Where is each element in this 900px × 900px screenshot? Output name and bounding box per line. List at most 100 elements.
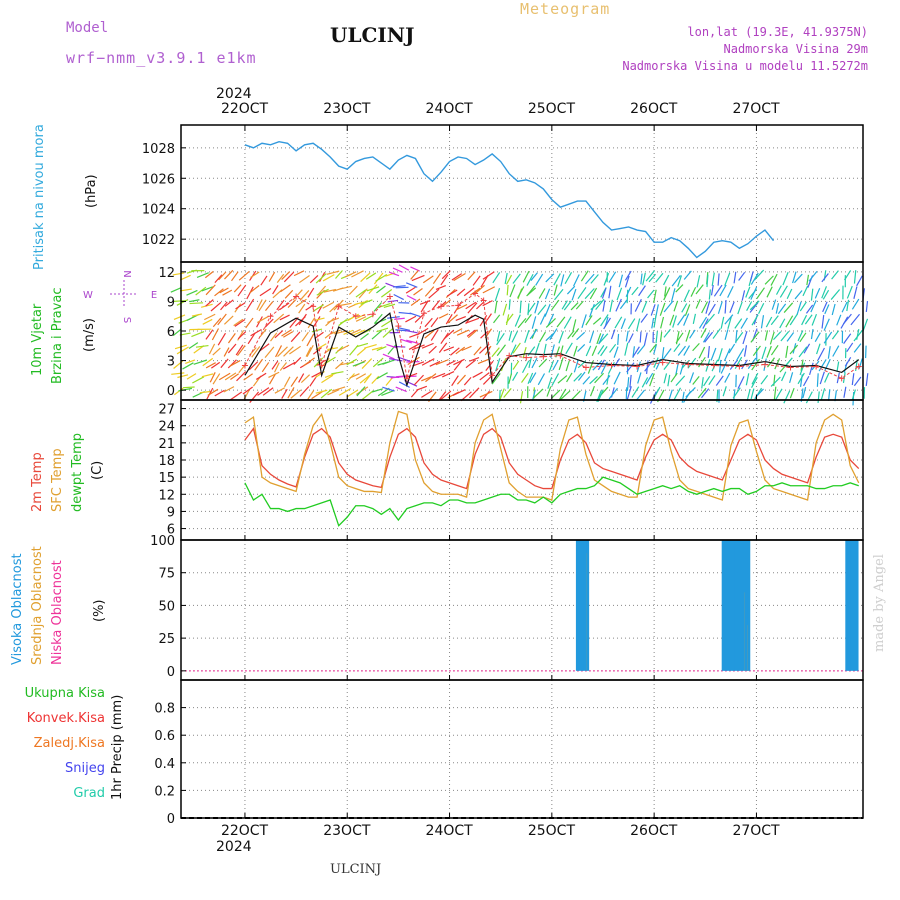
wind-barb-icon	[287, 387, 295, 399]
wind-barb-icon	[186, 373, 197, 380]
wind-barb-icon	[185, 359, 196, 364]
wind-barb-icon	[223, 347, 230, 357]
wind-barb-icon	[695, 284, 704, 295]
legend-snijeg: Snijeg	[65, 761, 105, 776]
wind-barb-icon	[224, 299, 234, 307]
meteogram-title: Meteogram	[520, 0, 611, 18]
wind-gust-marker	[395, 323, 402, 330]
wind-barb-icon	[783, 390, 791, 404]
wind-gust-marker	[455, 302, 462, 309]
wind-barb-icon	[565, 360, 570, 372]
wind-barb-icon	[351, 270, 364, 278]
wind-barb-icon	[503, 388, 512, 398]
wind-barb-icon	[589, 376, 598, 385]
wind-barb-icon	[824, 304, 830, 315]
wind-barb-icon	[573, 359, 579, 373]
y-tick-label: 21	[158, 437, 175, 452]
wind-barb-icon	[653, 289, 657, 303]
wind-barb-icon	[299, 274, 310, 284]
wind-gust-marker	[472, 290, 479, 297]
wind-barb-icon	[661, 347, 665, 360]
wind-barb-icon	[365, 272, 377, 280]
wind-barb-icon	[339, 285, 353, 290]
wind-barb-icon	[843, 386, 847, 398]
wind-barb-icon	[626, 386, 632, 400]
wind-barb-icon	[467, 302, 478, 314]
wind-barb-icon	[312, 304, 324, 313]
wind-barb-icon	[305, 347, 312, 357]
wind-barb-icon	[698, 356, 706, 368]
wind-barb-icon	[724, 272, 731, 286]
top-date-label: 22OCT	[220, 101, 269, 117]
wind-barb-icon	[521, 360, 530, 374]
wind-barb-icon	[692, 313, 697, 325]
wind-barb-icon	[461, 345, 472, 352]
wind-barb-icon	[573, 345, 578, 357]
panel-frame	[180, 679, 864, 819]
y-tick-label: 0	[167, 384, 175, 399]
wind-barb-icon	[522, 346, 527, 359]
wind-barb-icon	[249, 391, 260, 403]
wind-barb-icon	[684, 304, 691, 316]
wind-barb-icon	[803, 375, 810, 387]
wind-barb-icon	[827, 389, 831, 401]
wind-barb-icon	[424, 286, 435, 297]
wind-barb-icon	[188, 342, 199, 350]
wind-barb-icon	[472, 371, 483, 378]
wind-barb-icon	[692, 342, 700, 352]
wind-barb-icon	[559, 390, 571, 401]
wind-barb-icon	[640, 273, 643, 285]
wind-gust-marker	[710, 362, 717, 369]
wind-barb-icon	[606, 374, 610, 385]
cloud-high-bar	[742, 540, 746, 671]
wind-barb-icon	[793, 273, 803, 284]
wind-barb-icon	[237, 284, 247, 297]
wind-barb-icon	[493, 314, 501, 324]
wind-gust-marker	[540, 353, 547, 360]
wind-barb-icon	[505, 314, 510, 326]
wind-barb-icon	[565, 342, 573, 355]
wind-barb-icon	[295, 298, 307, 308]
wind-barb-icon	[770, 344, 779, 356]
wind-barb-icon	[663, 373, 668, 384]
wind-barb-icon	[637, 372, 642, 384]
wind-barb-icon	[846, 342, 854, 353]
wind-gust-marker	[489, 372, 496, 379]
panel-frame	[180, 539, 864, 681]
wind-barb-icon	[690, 286, 697, 297]
y-tick-label: 6	[167, 523, 175, 538]
wind-barb-icon	[315, 273, 327, 284]
top-date-label: 27OCT	[732, 101, 780, 117]
wind-barb-icon	[796, 301, 802, 315]
wind-barb-icon	[441, 270, 451, 280]
cloud-high-bar	[578, 540, 582, 671]
wind-barb-icon	[810, 288, 814, 301]
wind-barb-icon	[758, 302, 765, 315]
wind-barb-icon	[719, 284, 727, 297]
wind-barb-icon	[817, 347, 825, 361]
wind-barb-icon	[770, 315, 779, 326]
wind-barb-icon	[179, 274, 191, 281]
wind-barb-icon	[783, 302, 794, 313]
wind-barb-icon	[373, 313, 383, 324]
wind-barb-icon	[299, 386, 310, 397]
wind-barb-icon	[811, 314, 818, 326]
wind-barb-icon	[385, 282, 396, 288]
wind-barb-icon	[526, 273, 534, 286]
wind-gust-marker	[310, 303, 317, 310]
wind-barb-icon	[309, 275, 319, 284]
wind-barb-icon	[655, 331, 658, 344]
y-tick-label: 0.6	[154, 729, 175, 744]
wind-barb-icon	[306, 344, 314, 357]
wind-gust-marker	[369, 311, 376, 318]
y-tick-label: 50	[158, 599, 175, 614]
wind-barb-icon	[717, 301, 723, 314]
wind-barb-icon	[580, 270, 589, 282]
wind-barb-icon	[710, 347, 717, 361]
wind-barb-icon	[495, 358, 501, 372]
wind-barb-icon	[531, 389, 536, 401]
wind-barb-icon	[381, 389, 395, 396]
wind-barb-icon	[616, 287, 623, 301]
wind-barb-icon	[624, 275, 630, 288]
wind-barb-icon	[233, 284, 242, 293]
